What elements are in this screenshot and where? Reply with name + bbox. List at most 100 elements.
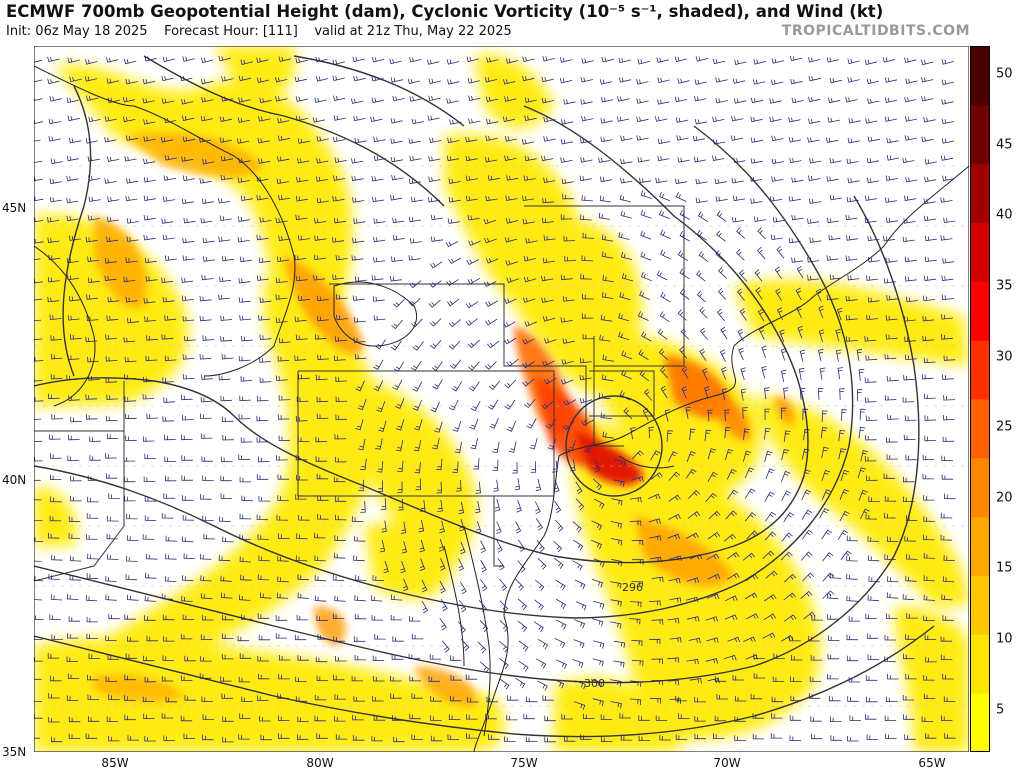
wind-barb: [848, 118, 861, 124]
wind-barb: [944, 733, 956, 739]
wind-barb: [904, 57, 917, 63]
lon-label-80w: 80W: [306, 756, 334, 770]
wind-barb: [239, 556, 252, 563]
wind-barb: [716, 230, 726, 242]
wind-barb: [865, 434, 877, 441]
wind-barb: [414, 419, 423, 431]
wind-barb: [941, 474, 954, 480]
wind-barb: [162, 614, 175, 621]
wind-barb: [600, 314, 613, 322]
colorbar-segment: [970, 457, 990, 518]
wind-barb: [770, 79, 784, 85]
wind-barb: [515, 521, 522, 534]
wind-barb: [649, 697, 662, 704]
wind-barb: [807, 275, 820, 281]
wind-barb: [295, 494, 307, 500]
wind-barb: [105, 377, 118, 383]
wind-barb: [807, 256, 820, 263]
wind-barb: [278, 673, 290, 680]
wind-barb: [726, 468, 737, 480]
wind-barb: [735, 249, 745, 261]
wind-barb: [66, 155, 79, 162]
wind-barb: [623, 407, 633, 420]
wind-barb: [276, 256, 289, 262]
wind-barb: [714, 178, 727, 185]
wind-barb: [830, 716, 842, 722]
wind-barb: [828, 97, 841, 104]
wind-barb: [258, 673, 270, 680]
wind-barb: [408, 255, 421, 261]
wind-barb: [685, 468, 697, 479]
wind-barb: [941, 715, 953, 721]
wind-barb: [904, 336, 917, 343]
wind-barb: [468, 361, 480, 371]
wind-barb: [163, 175, 176, 181]
wind-barb: [543, 377, 557, 385]
wind-barb: [561, 359, 574, 365]
wind-barb: [846, 535, 859, 542]
wind-barb: [295, 676, 307, 682]
wind-barb: [47, 276, 60, 283]
wind-barb: [660, 249, 671, 260]
wind-barb: [795, 287, 802, 301]
wind-barb: [492, 459, 499, 472]
wind-barb: [410, 360, 422, 371]
wind-barb: [925, 656, 937, 663]
wind-barb: [902, 594, 915, 601]
wind-barb: [525, 238, 538, 244]
wind-barb: [886, 613, 898, 619]
wind-barb: [941, 99, 954, 105]
wind-barb: [106, 394, 119, 400]
wind-barb: [68, 733, 81, 739]
wind-barb: [277, 693, 289, 699]
wind-barb: [837, 529, 849, 541]
wind-barb: [904, 135, 917, 141]
wind-barb: [221, 255, 234, 262]
wind-barb: [657, 328, 668, 340]
wind-barb: [411, 734, 423, 740]
wind-barb: [669, 637, 682, 643]
wind-barb: [923, 594, 936, 601]
wind-barb: [279, 337, 291, 344]
wind-barb: [657, 99, 670, 105]
wind-barb: [258, 555, 270, 562]
wind-barb: [865, 675, 878, 681]
wind-barb: [659, 311, 670, 323]
wind-barb: [764, 491, 775, 502]
wind-barb: [314, 555, 326, 562]
wind-barb: [354, 353, 367, 360]
wind-barb: [297, 436, 310, 443]
wind-barb: [485, 195, 498, 202]
wind-barb: [771, 158, 784, 164]
wind-barb: [504, 155, 517, 161]
wind-barb: [647, 493, 661, 500]
wind-barb: [314, 694, 327, 701]
wind-barb: [200, 494, 212, 500]
wind-barb: [126, 555, 138, 562]
wind-barb: [669, 555, 682, 561]
wind-barb: [336, 314, 349, 321]
wind-barb: [738, 269, 748, 282]
wind-barb: [69, 137, 82, 144]
wind-barb: [436, 458, 443, 471]
wind-barb: [618, 232, 630, 240]
wind-barb: [847, 177, 860, 184]
wind-barb: [409, 713, 421, 720]
wind-barb: [68, 516, 81, 522]
wind-barb: [181, 675, 193, 681]
wind-barb: [730, 135, 744, 141]
wind-barb: [543, 235, 556, 241]
wind-barb: [783, 430, 791, 442]
wind-barb: [867, 98, 880, 104]
wind-barb: [732, 217, 745, 223]
wind-barb: [238, 277, 251, 284]
wind-barb: [809, 198, 822, 204]
wind-barb: [649, 535, 662, 541]
wind-barb: [764, 408, 770, 421]
wind-barb: [535, 579, 545, 592]
wind-barb: [352, 237, 365, 244]
wind-barb: [503, 337, 517, 345]
wind-barb: [488, 380, 501, 390]
wind-barb: [886, 696, 898, 702]
wind-barb: [87, 674, 99, 681]
